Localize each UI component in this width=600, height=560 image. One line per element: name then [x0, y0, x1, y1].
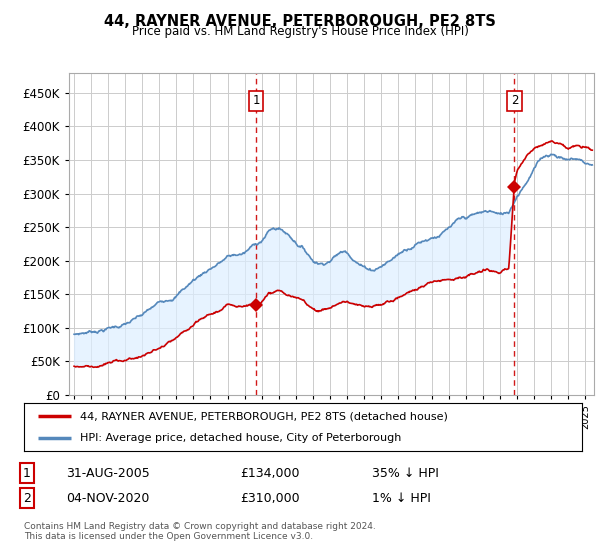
Text: £134,000: £134,000	[240, 466, 299, 480]
Text: 1% ↓ HPI: 1% ↓ HPI	[372, 492, 431, 505]
Text: 31-AUG-2005: 31-AUG-2005	[66, 466, 150, 480]
Text: 44, RAYNER AVENUE, PETERBOROUGH, PE2 8TS (detached house): 44, RAYNER AVENUE, PETERBOROUGH, PE2 8TS…	[80, 411, 448, 421]
Text: Contains HM Land Registry data © Crown copyright and database right 2024.
This d: Contains HM Land Registry data © Crown c…	[24, 522, 376, 542]
Text: 44, RAYNER AVENUE, PETERBOROUGH, PE2 8TS: 44, RAYNER AVENUE, PETERBOROUGH, PE2 8TS	[104, 14, 496, 29]
Text: 1: 1	[252, 94, 260, 108]
Text: 04-NOV-2020: 04-NOV-2020	[66, 492, 149, 505]
Text: 1: 1	[23, 466, 31, 480]
Text: 2: 2	[23, 492, 31, 505]
Text: HPI: Average price, detached house, City of Peterborough: HPI: Average price, detached house, City…	[80, 433, 401, 443]
Text: £310,000: £310,000	[240, 492, 299, 505]
Text: 2: 2	[511, 94, 518, 108]
Text: 35% ↓ HPI: 35% ↓ HPI	[372, 466, 439, 480]
Text: Price paid vs. HM Land Registry's House Price Index (HPI): Price paid vs. HM Land Registry's House …	[131, 25, 469, 38]
